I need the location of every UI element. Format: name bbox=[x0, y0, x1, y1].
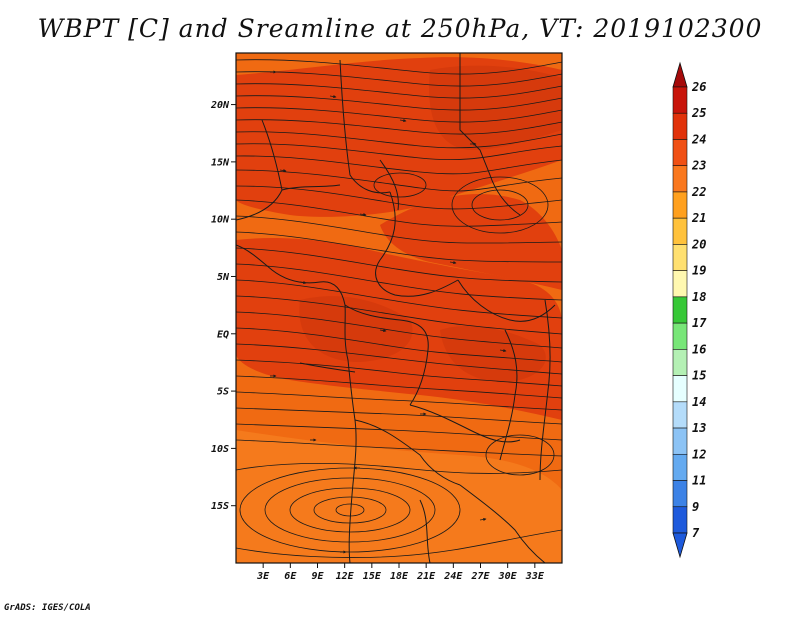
colorbar-segment bbox=[672, 165, 688, 193]
colorbar-label: 22 bbox=[691, 185, 706, 199]
lat-tick-label: 10S bbox=[211, 444, 229, 455]
page-title: WBPT [C] and Sreamline at 250hPa, VT: 20… bbox=[37, 14, 763, 43]
lon-tick-label: 18E bbox=[390, 571, 409, 582]
colorbar-label: 21 bbox=[691, 211, 706, 225]
colorbar-segment bbox=[672, 86, 688, 114]
colorbar-label: 13 bbox=[692, 421, 706, 435]
colorbar-segment bbox=[672, 322, 688, 350]
lon-tick-label: 33E bbox=[525, 571, 545, 582]
colorbar-segment bbox=[672, 401, 688, 429]
colorbar-label: 18 bbox=[692, 290, 706, 304]
colorbar-label: 24 bbox=[691, 132, 706, 146]
lon-tick-label: 15E bbox=[363, 571, 382, 582]
colorbar-segment bbox=[672, 244, 688, 271]
lon-tick-label: 27E bbox=[470, 571, 490, 582]
lat-tick-label: 10N bbox=[211, 215, 230, 226]
lon-tick-label: 24E bbox=[443, 571, 463, 582]
lon-tick-label: 6E bbox=[284, 571, 297, 582]
lon-tick-label: 3E bbox=[256, 571, 270, 582]
colorbar: 26 25 24 23 22 21 20 19 18 17 16 15 14 13 12 11 9 7 bbox=[672, 61, 707, 559]
lat-tick-label: EQ bbox=[217, 329, 229, 340]
colorbar-segment bbox=[672, 270, 688, 298]
lat-tick-label: 15S bbox=[211, 501, 229, 512]
longitude-axis: 3E 6E 9E 12E 15E 18E 21E 24E 27E 30E 33E bbox=[256, 563, 545, 582]
colorbar-label: 15 bbox=[692, 369, 706, 383]
colorbar-segment bbox=[672, 375, 688, 403]
colorbar-label: 11 bbox=[692, 474, 706, 488]
colorbar-segment bbox=[672, 112, 688, 140]
colorbar-segment bbox=[672, 506, 688, 534]
lon-tick-label: 30E bbox=[498, 571, 518, 582]
colorbar-segment bbox=[672, 191, 688, 219]
wbpt-field-hot bbox=[299, 65, 562, 382]
colorbar-label: 25 bbox=[691, 106, 706, 120]
colorbar-segment bbox=[672, 217, 688, 245]
lon-tick-label: 21E bbox=[416, 571, 436, 582]
latitude-axis: 20N 15N 10N 5N EQ 5S 10S 15S bbox=[210, 100, 236, 512]
colorbar-label: 20 bbox=[691, 237, 706, 251]
colorbar-segment bbox=[672, 427, 688, 455]
colorbar-label: 26 bbox=[691, 80, 706, 94]
colorbar-label: 16 bbox=[692, 342, 706, 356]
colorbar-label: 19 bbox=[692, 264, 706, 278]
map-plot bbox=[236, 53, 562, 563]
lat-tick-label: 20N bbox=[210, 100, 230, 111]
colorbar-label: 12 bbox=[692, 447, 706, 461]
country-borders bbox=[236, 53, 556, 563]
streamline-arrows bbox=[270, 70, 507, 554]
colorbar-segment bbox=[672, 139, 688, 167]
lat-tick-label: 5N bbox=[217, 272, 230, 283]
grads-credit: GrADS: IGES/COLA bbox=[4, 603, 91, 613]
colorbar-segment bbox=[672, 296, 688, 324]
colorbar-segment bbox=[672, 480, 688, 508]
lon-tick-label: 12E bbox=[336, 571, 355, 582]
lat-tick-label: 15N bbox=[211, 157, 230, 168]
colorbar-label: 14 bbox=[692, 395, 706, 409]
colorbar-bottom-triangle bbox=[672, 532, 688, 559]
lon-tick-label: 9E bbox=[311, 571, 324, 582]
colorbar-top-triangle bbox=[672, 61, 688, 88]
colorbar-label: 9 bbox=[692, 500, 699, 514]
colorbar-label: 7 bbox=[692, 526, 700, 540]
colorbar-label: 23 bbox=[691, 159, 706, 173]
lat-tick-label: 5S bbox=[217, 387, 229, 398]
colorbar-segment bbox=[672, 453, 688, 481]
colorbar-label: 17 bbox=[692, 316, 707, 330]
colorbar-segment bbox=[672, 349, 688, 376]
streamlines bbox=[236, 59, 562, 558]
